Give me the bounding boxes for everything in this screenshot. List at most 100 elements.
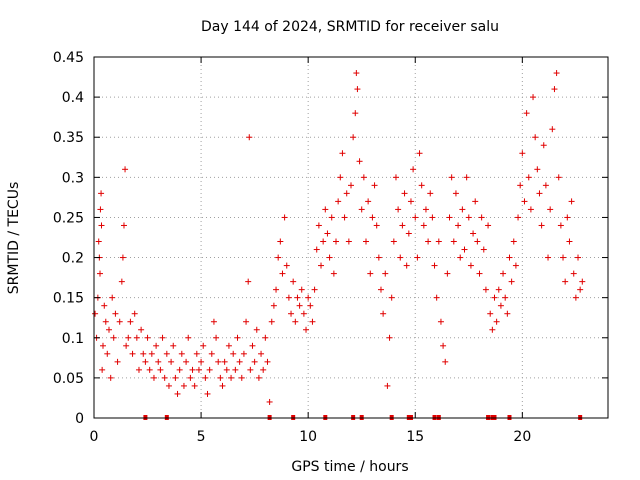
axes: 0 0.05 0.1 0.15 0.2 0.25 0.3 0.35 0.4 0.45 0 5 10 15 2… bbox=[53, 50, 608, 445]
data-point bbox=[144, 334, 151, 341]
data-point bbox=[163, 350, 170, 357]
x-tick-label: 0 bbox=[90, 429, 99, 445]
data-point bbox=[450, 238, 457, 245]
data-point bbox=[530, 94, 537, 101]
data-point bbox=[557, 222, 564, 229]
data-point bbox=[120, 222, 127, 229]
data-point bbox=[521, 198, 528, 205]
data-point bbox=[463, 174, 470, 181]
data-point bbox=[101, 302, 108, 309]
x-tick-label: 5 bbox=[197, 429, 206, 445]
data-point bbox=[422, 206, 429, 213]
data-point bbox=[330, 270, 337, 277]
data-point bbox=[534, 166, 541, 173]
data-point bbox=[135, 366, 142, 373]
data-point bbox=[500, 270, 507, 277]
data-point bbox=[545, 254, 552, 261]
x-tick-label: 10 bbox=[299, 429, 317, 445]
data-point bbox=[425, 238, 432, 245]
data-point bbox=[275, 254, 282, 261]
data-point bbox=[249, 342, 256, 349]
data-point bbox=[315, 222, 322, 229]
data-point bbox=[354, 86, 361, 93]
data-point bbox=[174, 390, 181, 397]
data-point bbox=[193, 350, 200, 357]
data-point bbox=[236, 358, 243, 365]
data-point bbox=[478, 214, 485, 221]
data-point bbox=[482, 286, 489, 293]
data-point bbox=[243, 318, 250, 325]
data-point bbox=[392, 174, 399, 181]
data-point bbox=[476, 270, 483, 277]
data-point bbox=[228, 374, 235, 381]
data-point bbox=[102, 318, 109, 325]
data-point bbox=[467, 262, 474, 269]
y-tick-label: 0.05 bbox=[53, 371, 84, 387]
data-point bbox=[465, 214, 472, 221]
data-point bbox=[429, 214, 436, 221]
data-point bbox=[491, 294, 498, 301]
data-point bbox=[180, 382, 187, 389]
data-point bbox=[92, 310, 99, 317]
data-point bbox=[412, 214, 419, 221]
data-point bbox=[245, 278, 252, 285]
data-point bbox=[146, 366, 153, 373]
data-point bbox=[367, 270, 374, 277]
data-point bbox=[322, 206, 329, 213]
data-point bbox=[382, 270, 389, 277]
y-tick-label: 0.25 bbox=[53, 210, 84, 226]
data-point bbox=[142, 358, 149, 365]
data-point bbox=[403, 262, 410, 269]
data-point bbox=[155, 358, 162, 365]
data-point bbox=[433, 294, 440, 301]
data-point bbox=[206, 366, 213, 373]
data-point bbox=[455, 222, 462, 229]
y-tick-label: 0 bbox=[75, 411, 84, 427]
data-point bbox=[348, 182, 354, 189]
data-point bbox=[234, 334, 241, 341]
data-point bbox=[202, 374, 209, 381]
data-point bbox=[260, 366, 267, 373]
data-point bbox=[508, 278, 515, 285]
data-point bbox=[294, 294, 301, 301]
data-point bbox=[510, 238, 517, 245]
data-point bbox=[384, 382, 391, 389]
data-point bbox=[328, 214, 335, 221]
data-point bbox=[388, 294, 395, 301]
data-point bbox=[247, 366, 254, 373]
data-point bbox=[215, 358, 222, 365]
data-point bbox=[213, 334, 220, 341]
data-point bbox=[98, 222, 105, 229]
data-point bbox=[258, 350, 265, 357]
data-point bbox=[296, 302, 303, 309]
data-point bbox=[183, 358, 190, 365]
data-point bbox=[313, 246, 320, 253]
data-point bbox=[232, 366, 239, 373]
data-point bbox=[395, 206, 402, 213]
data-point bbox=[431, 262, 438, 269]
data-point bbox=[104, 350, 111, 357]
data-point bbox=[225, 342, 232, 349]
data-point bbox=[444, 270, 451, 277]
data-point bbox=[210, 318, 217, 325]
data-point bbox=[129, 350, 136, 357]
data-point bbox=[523, 110, 530, 117]
x-tick-label: 20 bbox=[513, 429, 531, 445]
data-point bbox=[401, 190, 408, 197]
data-point bbox=[362, 238, 369, 245]
data-point bbox=[568, 198, 575, 205]
data-point bbox=[159, 334, 166, 341]
data-point bbox=[157, 366, 164, 373]
data-point bbox=[386, 334, 393, 341]
data-point bbox=[461, 246, 468, 253]
data-point bbox=[148, 350, 155, 357]
data-point bbox=[570, 270, 577, 277]
data-point bbox=[268, 318, 275, 325]
data-point bbox=[138, 326, 145, 333]
data-point bbox=[288, 310, 295, 317]
data-point bbox=[414, 254, 421, 261]
data-point bbox=[198, 358, 205, 365]
data-point bbox=[292, 318, 299, 325]
data-point bbox=[536, 190, 543, 197]
data-point bbox=[281, 214, 288, 221]
